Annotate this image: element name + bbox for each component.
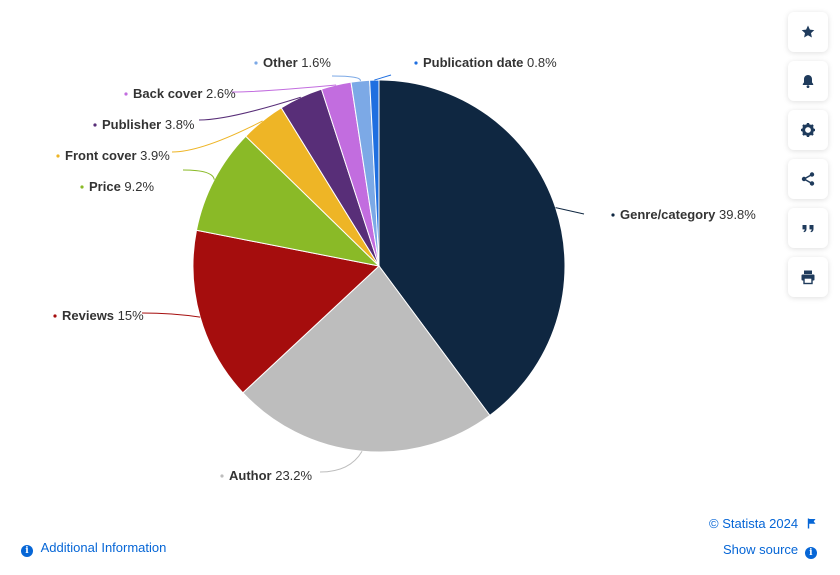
flag-icon: [807, 518, 816, 529]
label-bullet: [53, 314, 57, 318]
cite-button[interactable]: [788, 208, 828, 248]
label-connectors: [141, 74, 585, 473]
data-label: Reviews 15%: [62, 308, 144, 323]
data-label-name: Genre/category: [620, 207, 716, 222]
settings-button[interactable]: [788, 110, 828, 150]
data-label: Front cover 3.9%: [65, 148, 170, 163]
label-bullet: [56, 154, 60, 158]
label-bullet: [220, 474, 224, 478]
favorite-button[interactable]: [788, 12, 828, 52]
additional-information-link[interactable]: i Additional Information: [21, 540, 166, 557]
print-button[interactable]: [788, 257, 828, 297]
data-label: Price 9.2%: [89, 179, 154, 194]
data-label-value: 9.2%: [121, 179, 155, 194]
gear-icon: [801, 123, 815, 137]
data-label-value: 1.6%: [298, 55, 332, 70]
data-label-value: 3.9%: [137, 148, 171, 163]
data-label-value: 3.8%: [161, 117, 195, 132]
data-label: Author 23.2%: [229, 468, 313, 483]
info-icon: i: [21, 545, 33, 557]
statista-credit: © Statista 2024: [709, 516, 817, 531]
pie-slice-genre-category[interactable]: [378, 79, 566, 417]
connector-line: [198, 96, 301, 121]
data-label-name: Author: [229, 468, 272, 483]
quote-icon: [802, 225, 814, 233]
connector-line: [231, 84, 337, 93]
connector-line: [141, 312, 201, 318]
chart-toolbar: [788, 12, 828, 306]
connector-line: [331, 75, 361, 82]
share-icon: [801, 172, 815, 186]
data-label-name: Reviews: [62, 308, 114, 323]
pie-slices: [192, 79, 566, 453]
label-bullet: [414, 61, 418, 65]
data-label: Other 1.6%: [263, 55, 331, 70]
credit-text: © Statista 2024: [709, 516, 799, 531]
connector-line: [374, 74, 392, 81]
slice-labels: Genre/category 39.8% Author 23.2% Reviews …: [53, 55, 756, 483]
label-bullet: [254, 61, 258, 65]
label-bullet: [124, 92, 128, 96]
data-label-value: 2.6%: [202, 86, 236, 101]
label-bullet: [611, 213, 615, 217]
label-bullet: [93, 123, 97, 127]
pie-slice-price[interactable]: [195, 135, 381, 267]
star-icon: [801, 25, 815, 38]
print-icon: [801, 270, 815, 285]
show-source-label: Show source: [723, 542, 799, 557]
data-label: Genre/category 39.8%: [620, 207, 756, 222]
info-icon: i: [804, 547, 817, 559]
bell-icon: [802, 75, 814, 88]
data-label: Back cover 2.6%: [133, 86, 236, 101]
show-source-link[interactable]: Show source i: [723, 542, 817, 559]
data-label-value: 0.8%: [523, 55, 557, 70]
share-button[interactable]: [788, 159, 828, 199]
data-label: Publisher 3.8%: [102, 117, 195, 132]
connector-line: [171, 120, 263, 153]
data-label-name: Price: [89, 179, 121, 194]
data-label-value: 15%: [114, 308, 144, 323]
data-label: Publication date 0.8%: [423, 55, 557, 70]
data-label-value: 23.2%: [272, 468, 313, 483]
data-label-name: Back cover: [133, 86, 202, 101]
connector-line: [319, 450, 363, 473]
label-bullet: [80, 185, 84, 189]
data-label-name: Front cover: [65, 148, 137, 163]
data-label-name: Publisher: [102, 117, 161, 132]
data-label-name: Other: [263, 55, 298, 70]
connector-line: [182, 169, 215, 180]
additional-information-label: Additional Information: [40, 540, 167, 555]
notification-button[interactable]: [788, 61, 828, 101]
connector-line: [555, 207, 585, 215]
data-label-name: Publication date: [423, 55, 523, 70]
pie-slice-publication-date[interactable]: [369, 79, 380, 267]
data-label-value: 39.8%: [715, 207, 756, 222]
